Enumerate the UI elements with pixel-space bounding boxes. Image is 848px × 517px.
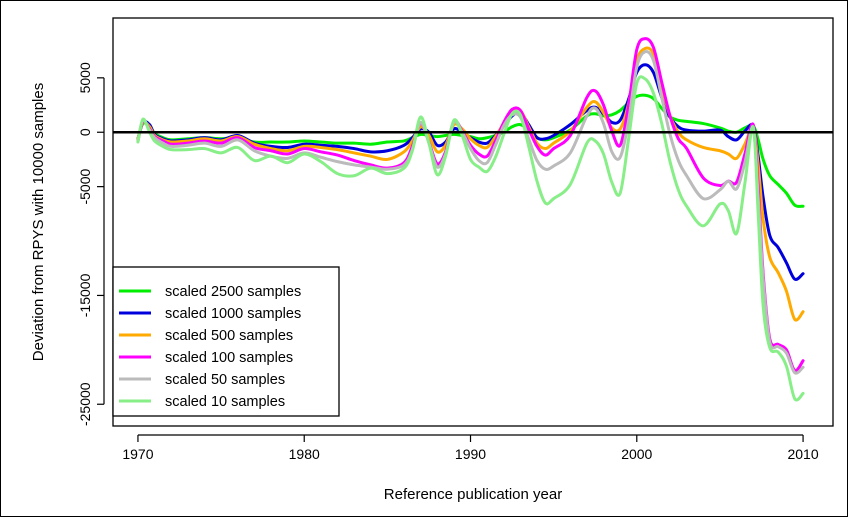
- legend-label-4: scaled 50 samples: [165, 372, 285, 388]
- x-axis-label: Reference publication year: [384, 486, 562, 503]
- series-line-5: [136, 75, 805, 402]
- series-line-0: [136, 93, 805, 208]
- y-axis: 5000 0 -5000 -15000 -25000: [77, 62, 105, 426]
- legend-label-1: scaled 1000 samples: [165, 306, 301, 322]
- legend-label-0: scaled 2500 samples: [165, 284, 301, 300]
- legend: scaled 2500 samples scaled 1000 samples sc…: [112, 266, 340, 417]
- x-tick-label-2: 1990: [455, 446, 486, 462]
- y-tick-label-0: 5000: [77, 62, 93, 93]
- x-tick-label-3: 2000: [621, 446, 652, 462]
- x-tick-label-1: 1980: [289, 446, 320, 462]
- legend-label-5: scaled 10 samples: [165, 394, 285, 410]
- y-axis-label: Deviation from RPYS with 10000 samples: [30, 83, 47, 361]
- x-tick-label-0: 1970: [122, 446, 153, 462]
- legend-label-2: scaled 500 samples: [165, 328, 293, 344]
- plot-area-border: [112, 17, 834, 427]
- x-axis: 1970 1980 1990 2000 2010: [122, 434, 819, 462]
- legend-label-3: scaled 100 samples: [165, 350, 293, 366]
- y-tick-label-3: -15000: [77, 273, 93, 317]
- y-tick-label-1: 0: [77, 128, 93, 136]
- x-tick-label-4: 2010: [787, 446, 818, 462]
- series-line-1: [136, 63, 805, 281]
- y-tick-label-4: -25000: [77, 382, 93, 426]
- y-tick-label-2: -5000: [77, 169, 93, 205]
